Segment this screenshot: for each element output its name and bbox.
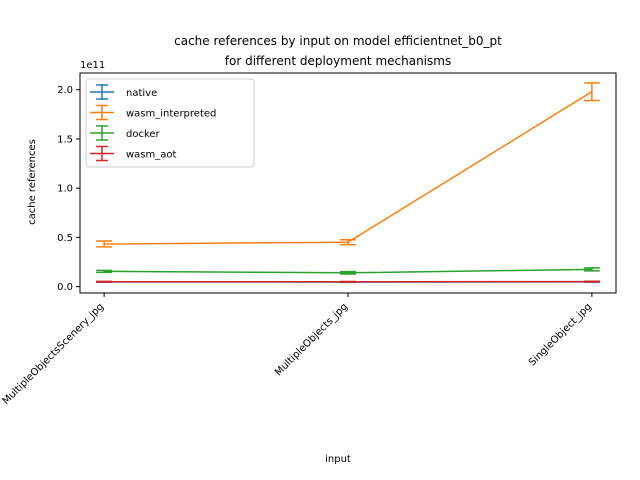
legend-label: wasm_interpreted [126, 109, 216, 120]
series-docker [96, 267, 600, 275]
x-tick-label: MultipleObjects_jpg [273, 301, 350, 378]
data-point [347, 241, 349, 244]
y-tick-label: 2.0 [57, 85, 73, 96]
series-wasm_interpreted [96, 82, 600, 248]
legend-entry: wasm_aot [90, 145, 177, 162]
data-point [591, 90, 593, 93]
legend-box [85, 78, 255, 168]
y-tick-label: 0.0 [57, 282, 73, 293]
chart-title-line2: for different deployment mechanisms [225, 54, 451, 68]
data-point [103, 243, 105, 245]
legend-entry: native [90, 84, 157, 100]
y-axis-offset-label: 1e11 [80, 60, 105, 71]
data-point [103, 280, 105, 283]
legend-entry: wasm_interpreted [90, 104, 216, 121]
legend-label: docker [126, 129, 161, 140]
x-axis-label: input [325, 454, 351, 465]
chart-title-line1: cache references by input on model effic… [174, 34, 502, 48]
legend-label: native [126, 88, 157, 99]
x-tick-label: MultipleObjectsScenery_jpg [1, 301, 107, 407]
legend-entry: docker [90, 125, 161, 141]
y-tick-label: 1.0 [57, 184, 73, 195]
y-tick-label: 1.5 [57, 134, 73, 145]
x-tick-label: SingleObject_jpg [527, 301, 594, 368]
data-point [591, 280, 593, 283]
data-point [347, 272, 349, 274]
data-point [591, 268, 593, 271]
data-point [347, 280, 349, 283]
y-axis-label: cache references [27, 139, 38, 225]
legend-label: wasm_aot [126, 150, 177, 161]
plot-area [96, 82, 600, 284]
y-tick-label: 0.5 [57, 233, 73, 244]
data-point [103, 270, 105, 273]
series-wasm_aot [96, 280, 600, 283]
